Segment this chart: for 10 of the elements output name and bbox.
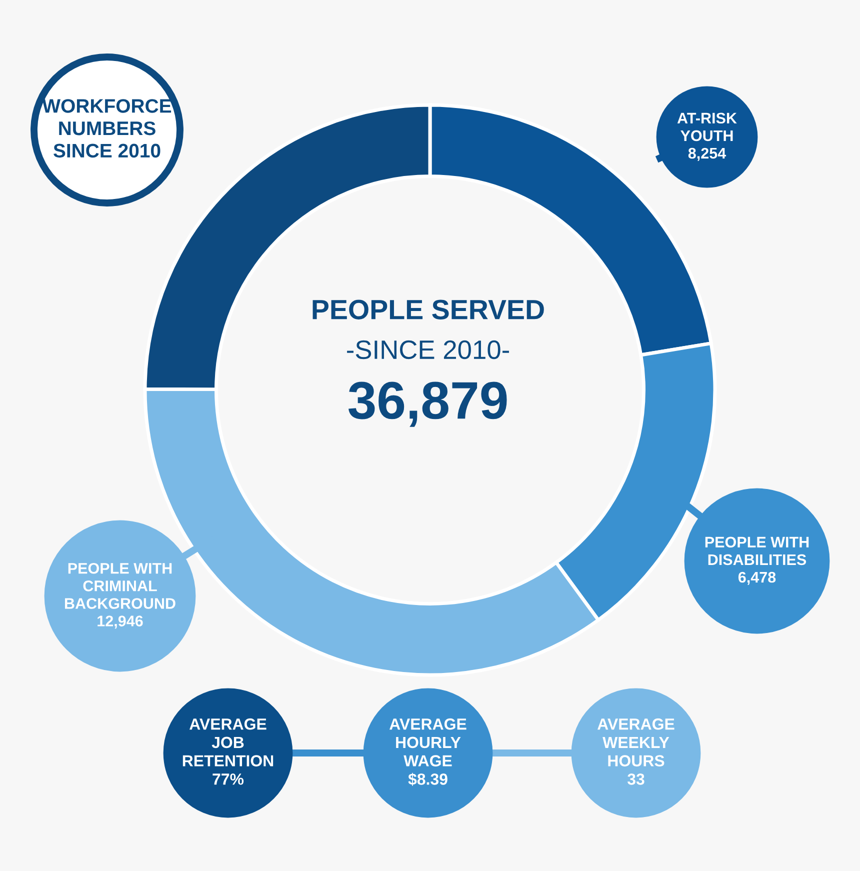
data-label: 6,478 [738,572,776,585]
slice-label: AT-RISK YOUTH [677,112,737,142]
text: PEOPLE SERVED [312,300,544,320]
text: WORKFORCE NUMBERS SINCE 2010 [42,99,172,158]
text: AVERAGE HOURLY WAGE $8.39 [389,718,466,786]
data-label: 12,946 [98,616,143,629]
text: AVERAGE WEEKLY HOURS 33 [597,718,674,785]
text: AVERAGE JOB RETENTION 77% [182,718,274,785]
text: -SINCE 2010- [347,340,509,360]
text: 36,879 [348,382,507,427]
